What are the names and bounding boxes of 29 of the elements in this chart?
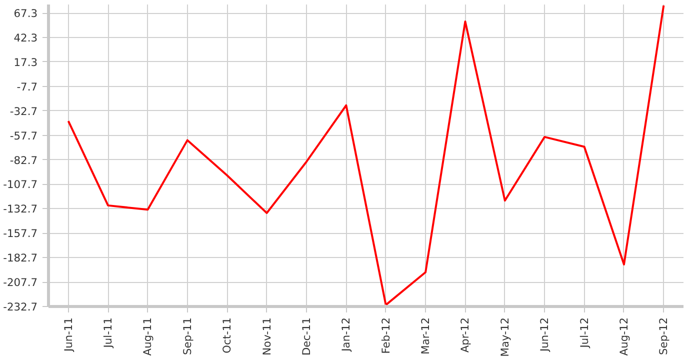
x-tick-label: Apr-12 bbox=[458, 317, 472, 353]
x-tick-label: Feb-12 bbox=[379, 317, 392, 354]
y-tick-label: -107.7 bbox=[3, 178, 38, 192]
y-tick-label: -57.7 bbox=[10, 129, 38, 142]
y-tick-label: -182.7 bbox=[3, 252, 38, 265]
x-tick-label: Nov-11 bbox=[260, 317, 274, 356]
y-tick-label: 17.3 bbox=[14, 56, 38, 69]
y-tick-label: -132.7 bbox=[3, 202, 38, 216]
x-tick-label: Aug-11 bbox=[141, 317, 154, 356]
x-tick-label: Jan-12 bbox=[340, 317, 353, 352]
x-tick-label: Dec-11 bbox=[300, 317, 313, 356]
y-tick-label: -207.7 bbox=[3, 276, 38, 290]
x-tick-label: Oct-11 bbox=[220, 317, 234, 354]
x-tick-label: Jul-12 bbox=[578, 317, 591, 349]
y-tick-label: 67.3 bbox=[14, 7, 38, 20]
x-tick-label: Jun-11 bbox=[62, 317, 75, 353]
y-tick-label: 42.3 bbox=[14, 31, 38, 44]
y-tick-label: -157.7 bbox=[3, 227, 38, 240]
x-tick-label: Jun-12 bbox=[538, 317, 552, 353]
x-tick-label: May-12 bbox=[498, 318, 512, 357]
x-tick-label: Jul-11 bbox=[102, 317, 115, 349]
y-tick-label: -82.7 bbox=[10, 154, 38, 167]
y-tick-label: -232.7 bbox=[3, 300, 38, 314]
x-tick-label: Mar-12 bbox=[419, 317, 432, 354]
y-tick-label: -32.7 bbox=[10, 104, 38, 118]
y-tick-label: -7.7 bbox=[16, 80, 38, 94]
x-tick-label: Sep-12 bbox=[657, 317, 670, 355]
x-tick-label: Sep-11 bbox=[180, 317, 194, 355]
x-tick-label: Aug-12 bbox=[617, 317, 630, 356]
